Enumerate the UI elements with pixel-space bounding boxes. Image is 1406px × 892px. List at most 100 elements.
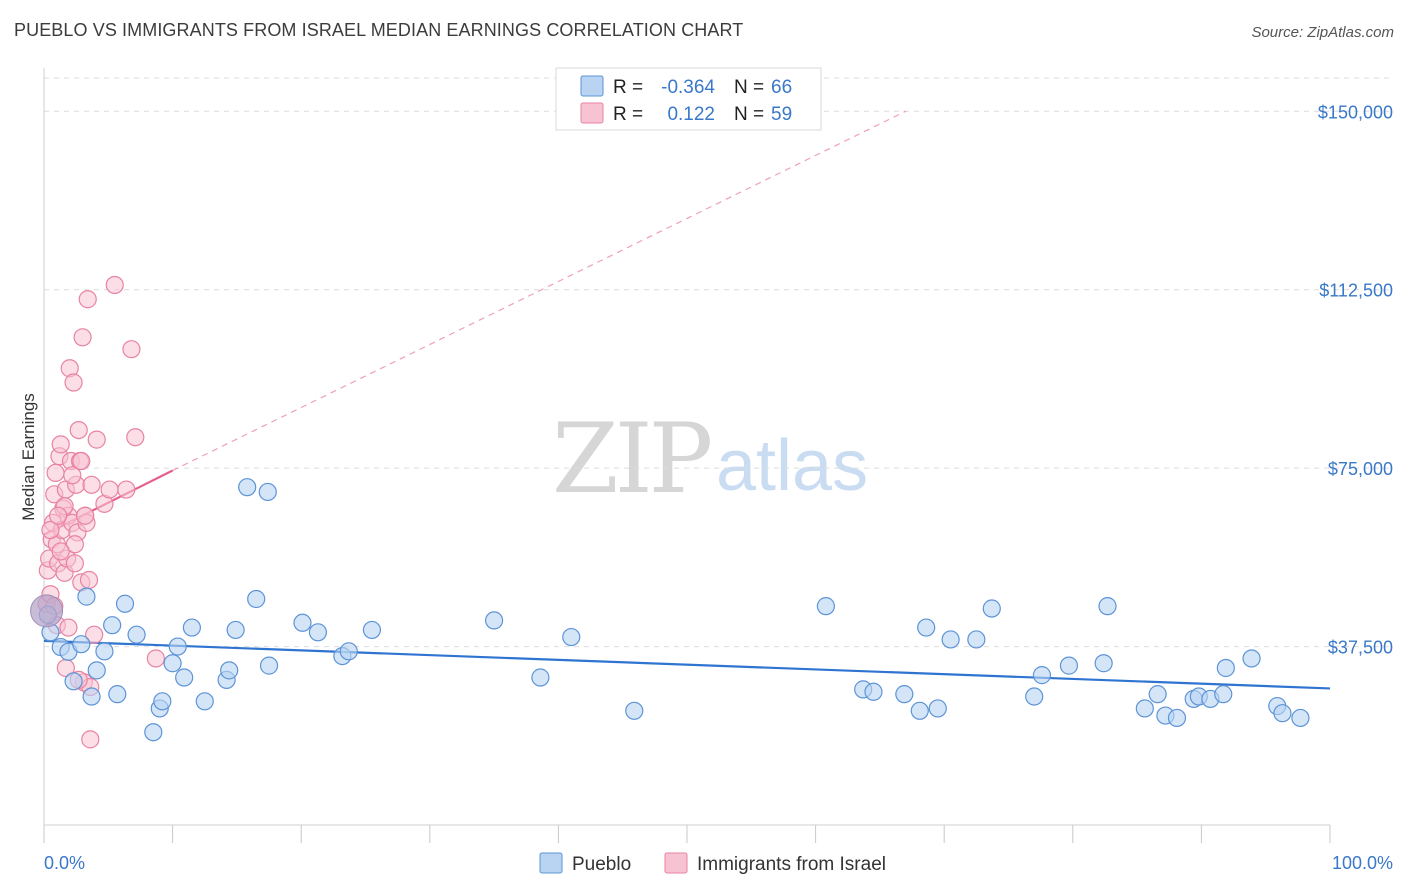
trend-line-pueblo — [43, 639, 1331, 690]
y-axis-label: Median Earnings — [19, 393, 38, 521]
stats-r-value-israel: 0.122 — [667, 104, 715, 125]
stats-r-value-pueblo: -0.364 — [661, 77, 715, 98]
stats-n-value-pueblo: 66 — [771, 77, 792, 98]
legend-swatch-israel — [664, 852, 688, 874]
data-point-pueblo — [864, 682, 883, 701]
stats-n-value-israel: 59 — [771, 104, 792, 125]
data-point-pueblo — [1135, 699, 1154, 718]
data-point-pueblo — [220, 661, 239, 680]
data-point-pueblo — [163, 654, 182, 673]
data-point-pueblo — [339, 642, 358, 661]
data-point-israel — [105, 275, 124, 295]
watermark-zip: ZIP — [552, 403, 711, 515]
stats-swatch-pueblo — [580, 75, 604, 97]
data-point-israel — [41, 520, 60, 540]
legend-label-israel: Immigrants from Israel — [697, 854, 886, 875]
data-point-israel — [64, 373, 83, 392]
y-tick-label: $150,000 — [1318, 102, 1393, 122]
data-point-pueblo — [72, 635, 91, 654]
x-tick-label-max: 100.0% — [1332, 853, 1393, 873]
data-point-pueblo — [77, 587, 96, 606]
legend-label-pueblo: Pueblo — [572, 854, 631, 875]
trend-extension-israel — [172, 110, 906, 472]
trend-lines — [43, 110, 1331, 690]
data-point-israel — [78, 290, 97, 309]
data-point-pueblo — [941, 630, 960, 649]
data-point-pueblo — [1242, 649, 1261, 668]
data-point-israel — [51, 542, 70, 561]
y-tick-label: $37,500 — [1328, 638, 1393, 658]
data-point-pueblo — [175, 668, 194, 687]
data-point-israel — [82, 475, 101, 494]
data-point-pueblo — [115, 594, 135, 613]
data-point-pueblo — [967, 630, 986, 649]
y-tick-label: $75,000 — [1328, 459, 1393, 479]
data-point-pueblo — [247, 589, 266, 609]
data-point-israel — [69, 420, 88, 440]
data-point-pueblo — [1273, 704, 1292, 723]
chart-title: PUEBLO VS IMMIGRANTS FROM ISRAEL MEDIAN … — [14, 20, 744, 40]
data-point-pueblo — [1216, 658, 1235, 678]
data-point-israel — [79, 570, 99, 590]
data-point-israel — [65, 535, 84, 554]
data-point-pueblo — [226, 620, 245, 640]
data-point-israel — [73, 328, 92, 347]
data-point-pueblo — [127, 625, 146, 644]
scatter-points — [30, 275, 1310, 749]
data-point-pueblo — [1032, 666, 1052, 685]
data-point-pueblo — [928, 699, 947, 718]
data-point-israel — [122, 340, 141, 359]
data-point-pueblo — [910, 701, 929, 720]
data-point-pueblo — [1094, 654, 1113, 673]
data-point-pueblo — [103, 616, 122, 635]
data-point-pueblo — [1059, 656, 1079, 675]
data-point-israel — [49, 506, 68, 525]
data-point-israel — [46, 463, 65, 483]
data-point-pueblo — [1291, 708, 1310, 728]
data-point-pueblo — [982, 599, 1001, 618]
data-point-pueblo — [182, 618, 201, 637]
stats-box: R = -0.364 N = 66 R = 0.122 N = 59 — [555, 67, 822, 131]
gridlines — [44, 77, 1393, 648]
data-point-pueblo — [168, 637, 187, 656]
data-point-israel — [100, 480, 119, 499]
data-point-pueblo — [238, 478, 257, 497]
data-point-pueblo — [144, 723, 163, 742]
y-tick-labels: $37,500 $75,000 $112,500 $150,000 — [1318, 102, 1393, 657]
y-tick-label: $112,500 — [1319, 281, 1393, 301]
stats-r-label-pueblo: R = — [613, 77, 643, 98]
data-point-pueblo — [562, 627, 581, 647]
data-point-pueblo — [293, 613, 312, 632]
data-point-pueblo — [1167, 708, 1187, 728]
data-point-pueblo — [195, 692, 214, 711]
legend: Pueblo Immigrants from Israel — [539, 852, 886, 875]
stats-n-label-pueblo: N = — [734, 77, 764, 98]
stats-swatch-israel — [580, 102, 604, 124]
data-point-pueblo — [625, 701, 644, 720]
data-point-pueblo — [485, 611, 504, 630]
data-point-highlight — [30, 594, 64, 628]
data-point-pueblo — [87, 661, 106, 680]
data-point-pueblo — [1148, 685, 1167, 704]
data-point-israel — [51, 435, 70, 454]
data-point-israel — [76, 506, 95, 525]
data-point-pueblo — [95, 642, 114, 661]
x-tick-label-min: 0.0% — [44, 853, 85, 873]
data-point-pueblo — [308, 623, 328, 642]
data-point-pueblo — [895, 685, 914, 704]
data-point-pueblo — [1214, 685, 1233, 704]
data-point-pueblo — [259, 656, 279, 675]
data-point-pueblo — [153, 692, 172, 711]
data-point-israel — [87, 430, 106, 449]
stats-n-label-israel: N = — [734, 104, 764, 125]
data-point-pueblo — [64, 672, 83, 691]
data-point-pueblo — [531, 668, 550, 687]
data-point-israel — [126, 428, 145, 447]
data-point-pueblo — [816, 597, 835, 616]
axes — [43, 68, 1331, 843]
data-point-israel — [81, 730, 100, 749]
data-point-israel — [63, 466, 82, 485]
data-point-pueblo — [108, 685, 127, 704]
data-point-pueblo — [362, 620, 382, 640]
legend-swatch-pueblo — [539, 852, 563, 874]
